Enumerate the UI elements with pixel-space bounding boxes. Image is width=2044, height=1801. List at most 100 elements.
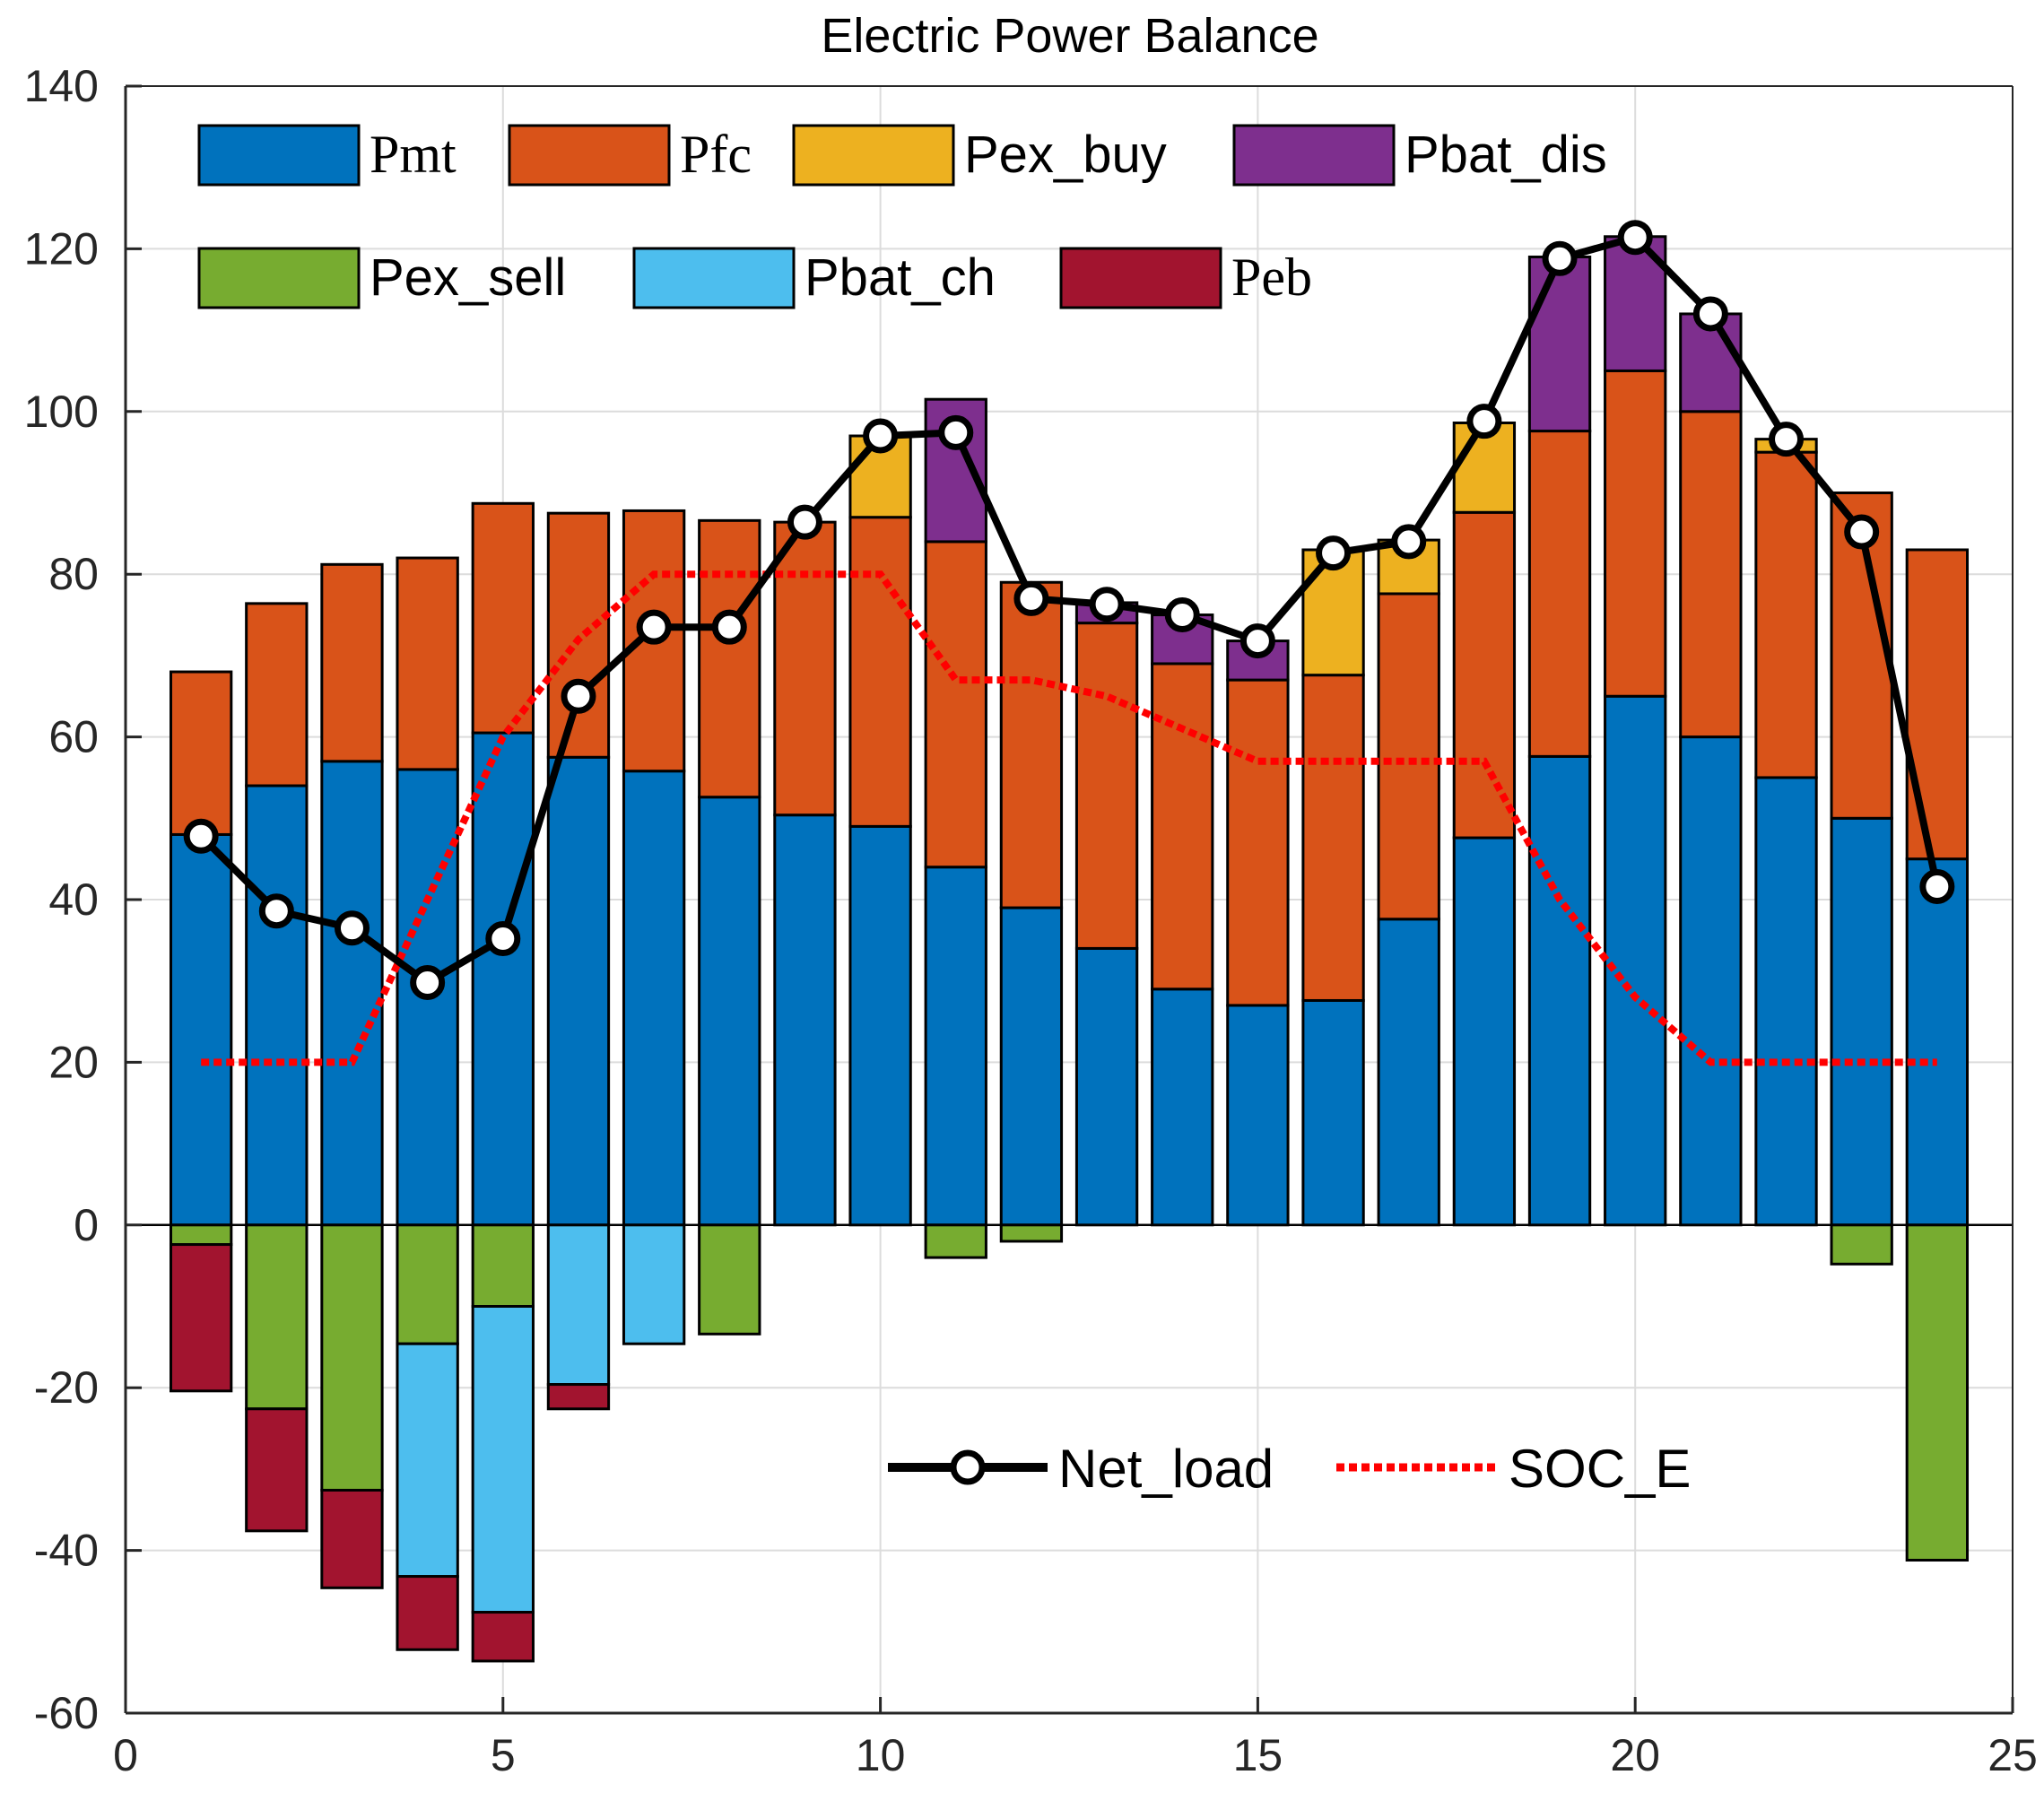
chart-title: Electric Power Balance xyxy=(821,9,1318,63)
data-point-net-load xyxy=(258,893,294,929)
data-point-net-load xyxy=(1316,535,1352,571)
y-tick-label: 0 xyxy=(74,1200,99,1250)
y-tick-label: -40 xyxy=(34,1526,99,1576)
bar-peb xyxy=(471,1611,535,1663)
bar-pex-sell xyxy=(396,1223,459,1345)
bar-pfc xyxy=(1604,369,1667,698)
data-point-net-load xyxy=(1391,524,1427,560)
y-tick-label: 120 xyxy=(24,223,99,274)
bar-peb xyxy=(320,1488,384,1589)
x-tick-label: 25 xyxy=(1987,1730,2038,1780)
bar-pex-sell xyxy=(245,1223,309,1411)
bar-pfc xyxy=(848,516,912,828)
y-tick-label: -20 xyxy=(34,1362,99,1413)
bar-pmt xyxy=(1452,836,1517,1227)
legend-swatch-pbat-ch xyxy=(632,247,796,309)
axes: 0 5 10 15 20 25 -60 -40 -20 0 20 40 60 80 100 120 140 xyxy=(24,61,2038,1780)
bar-pfc xyxy=(320,562,384,763)
bar-pbat-ch xyxy=(622,1223,686,1345)
bar-pmt xyxy=(1074,946,1139,1227)
legend-swatch-pmt xyxy=(197,124,361,187)
bar-pmt xyxy=(1830,816,1893,1227)
bar-pfc xyxy=(1377,592,1440,921)
bar-pfc xyxy=(1452,510,1517,840)
bar-pmt xyxy=(698,796,761,1227)
bar-pmt xyxy=(320,760,384,1227)
data-point-net-load xyxy=(183,818,219,854)
data-point-net-load xyxy=(1769,422,1805,457)
legend-marker-net-load xyxy=(950,1449,986,1485)
legend-label-pbat-dis: Pbat_dis xyxy=(1405,126,1607,184)
bar-pmt xyxy=(1377,918,1440,1227)
y-tick-label: 60 xyxy=(48,712,99,762)
data-point-net-load xyxy=(1692,296,1728,332)
x-tick-label: 10 xyxy=(856,1730,906,1780)
bar-pmt xyxy=(999,906,1064,1227)
bar-peb xyxy=(245,1407,309,1533)
bar-legend: Pmt Pfc Pex_buy Pbat_dis Pex_sell Pbat_ch Peb xyxy=(197,124,1607,309)
series-line-net-load xyxy=(198,233,1941,987)
legend-swatch-peb xyxy=(1059,247,1222,309)
bar-pmt xyxy=(1226,1004,1290,1227)
data-point-net-load xyxy=(711,609,747,645)
x-tick-label: 20 xyxy=(1610,1730,1660,1780)
legend-swatch-pex-buy xyxy=(792,124,955,187)
legend-label-pbat-ch: Pbat_ch xyxy=(805,248,996,307)
bar-pmt xyxy=(1604,694,1667,1227)
data-point-net-load xyxy=(1542,240,1578,276)
bar-pfc xyxy=(1074,622,1139,950)
bar-pex-sell xyxy=(471,1223,535,1309)
bar-pmt xyxy=(546,755,611,1227)
legend-label-soc-e: SOC_E xyxy=(1509,1439,1691,1499)
bar-pfc xyxy=(1754,450,1818,779)
x-tick-label: 0 xyxy=(113,1730,138,1780)
legend-label-pex-sell: Pex_sell xyxy=(370,248,566,307)
bar-pbat-ch xyxy=(546,1223,611,1387)
data-point-net-load xyxy=(1239,623,1275,659)
legend-label-pex-buy: Pex_buy xyxy=(964,126,1167,184)
bar-pmt xyxy=(245,784,309,1227)
legend-label-pmt: Pmt xyxy=(370,125,457,184)
y-tick-label: 40 xyxy=(48,874,99,925)
bar-pmt xyxy=(1151,988,1214,1227)
bar-pfc xyxy=(1527,430,1592,758)
x-tick-label: 15 xyxy=(1233,1730,1283,1780)
bar-pex-sell xyxy=(1830,1223,1893,1266)
data-point-net-load xyxy=(1919,868,1955,904)
bar-pmt xyxy=(169,832,233,1227)
bar-pfc xyxy=(471,501,535,735)
x-tick-label: 5 xyxy=(491,1730,516,1780)
bar-pfc xyxy=(1151,662,1214,991)
data-point-net-load xyxy=(485,921,521,957)
bar-pfc xyxy=(1301,674,1365,1002)
y-tick-label: -60 xyxy=(34,1688,99,1738)
bar-pbat-ch xyxy=(396,1342,459,1579)
bar-pfc xyxy=(698,518,761,799)
bar-pex-sell xyxy=(698,1223,761,1336)
bar-pex-sell xyxy=(924,1223,987,1259)
bar-pfc xyxy=(169,670,233,836)
data-point-net-load xyxy=(1466,404,1502,439)
legend-swatch-pex-sell xyxy=(197,247,361,309)
bar-pex-sell xyxy=(169,1223,233,1247)
data-point-net-load xyxy=(334,910,370,946)
y-tick-label: 80 xyxy=(48,549,99,599)
bar-pfc xyxy=(1905,548,1970,861)
bar-pbat-dis xyxy=(1527,255,1592,433)
bar-pex-sell xyxy=(1905,1223,1970,1562)
legend-swatch-pbat-dis xyxy=(1232,124,1396,187)
bar-pex-buy xyxy=(1301,548,1365,677)
data-point-net-load xyxy=(1089,587,1125,622)
bar-pmt xyxy=(1905,857,1970,1227)
data-point-net-load xyxy=(1164,597,1200,633)
bar-pmt xyxy=(924,866,987,1227)
bar-pmt xyxy=(848,824,912,1227)
bar-pfc xyxy=(999,580,1064,909)
bar-peb xyxy=(169,1243,233,1393)
bar-layer xyxy=(169,235,1970,1663)
bar-pex-sell xyxy=(999,1223,1064,1243)
data-point-net-load xyxy=(787,504,822,540)
bar-pmt xyxy=(1754,776,1818,1227)
series-line-soc-e xyxy=(201,570,1937,1066)
